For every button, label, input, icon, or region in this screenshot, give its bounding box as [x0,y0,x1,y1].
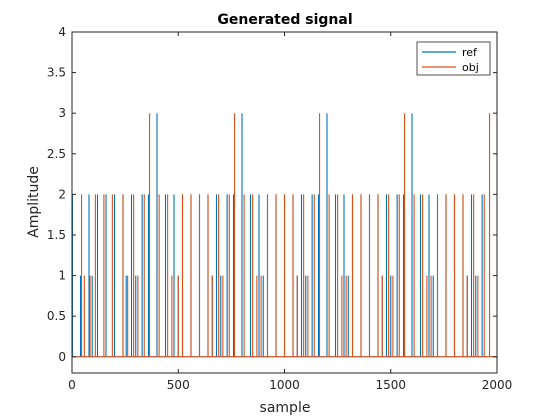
legend-label-ref: ref [462,46,478,59]
y-tick-label: 0 [58,350,66,364]
series-obj [72,113,497,358]
y-tick-label: 2.5 [47,147,66,161]
x-axis-label: sample [260,400,311,416]
x-tick-label: 2000 [482,378,513,392]
y-axis-label: Amplitude [26,166,42,238]
ticks-layer: 0 500 1000 1500 2000 0 0.5 1 1.5 2 2.5 3 3.5 4 [47,25,512,392]
series-line-obj [72,113,497,358]
series-layer [71,113,497,358]
x-tick-label: 0 [68,378,76,392]
legend: ref obj [416,41,491,76]
x-tick-label: 1500 [375,378,406,392]
legend-box [416,41,491,76]
y-tick-label: 0.5 [47,309,66,323]
y-tick-label: 4 [58,25,66,39]
y-tick-label: 3.5 [47,66,66,80]
chart-title: Generated signal [217,12,352,28]
legend-label-obj: obj [462,61,479,74]
x-tick-label: 500 [167,378,190,392]
y-tick-label: 1 [58,269,66,283]
y-tick-label: 1.5 [47,228,66,242]
y-tick-label: 2 [58,187,66,201]
y-tick-label: 3 [58,106,66,120]
x-tick-label: 1000 [269,378,300,392]
